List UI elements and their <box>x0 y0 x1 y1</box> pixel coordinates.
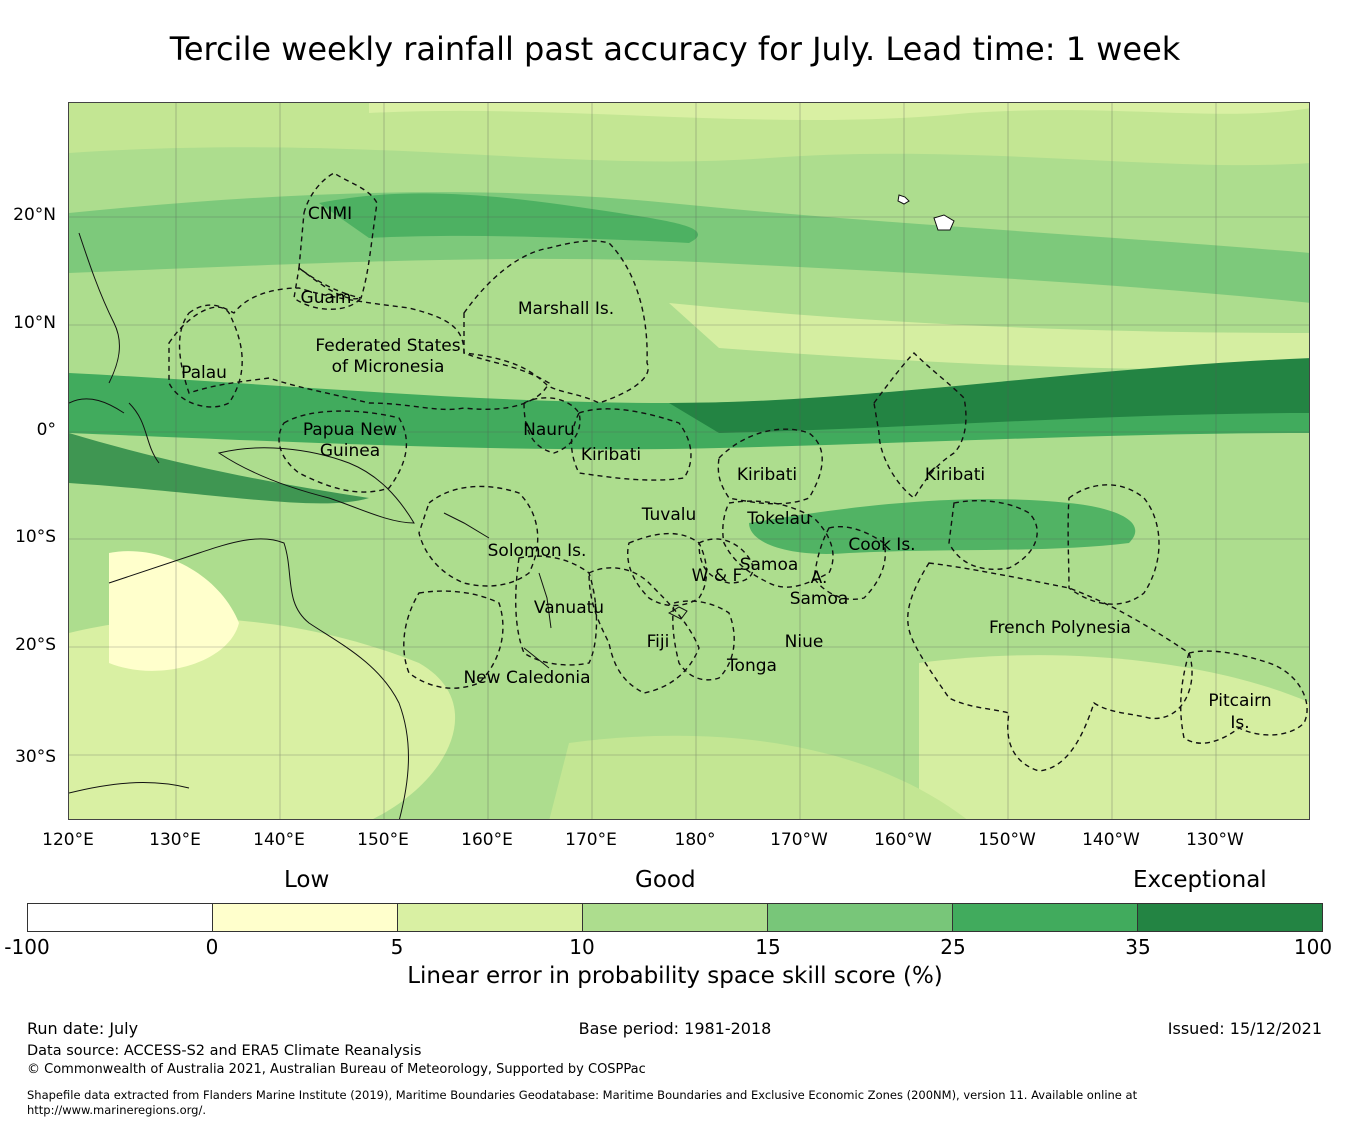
region-label-fsm-1: Federated States <box>315 336 460 356</box>
region-label-tokelau: Tokelau <box>746 509 811 529</box>
x-tick-label: 170°E <box>565 830 617 850</box>
region-label-kiribati-line: Kiribati <box>925 465 985 485</box>
data-source: Data source: ACCESS-S2 and ERA5 Climate … <box>27 1043 422 1059</box>
region-label-samoa: Samoa <box>740 555 799 575</box>
y-tick-label: 20°S <box>15 635 56 655</box>
region-label-vanuatu: Vanuatu <box>534 598 604 618</box>
legend-label-low: Low <box>284 867 330 893</box>
colorbar-tick-label: 5 <box>390 935 404 959</box>
region-label-fiji: Fiji <box>647 632 670 652</box>
region-label-new-caledonia: New Caledonia <box>463 668 590 688</box>
region-label-kiribati-gilbert: Kiribati <box>581 445 641 465</box>
x-tick-label: 130°E <box>149 830 201 850</box>
colorbar-tick-label: 10 <box>569 935 595 959</box>
region-label-cnmi: CNMI <box>308 204 352 224</box>
base-period: Base period: 1981-2018 <box>578 1019 772 1038</box>
skill-map: CNMI Guam Marshall Is. Federated States … <box>68 102 1310 820</box>
copyright: © Commonwealth of Australia 2021, Austra… <box>27 1062 646 1077</box>
legend-label-good: Good <box>635 867 696 893</box>
region-label-asamoa-2: Samoa <box>790 589 849 609</box>
colorbar-tick-label: 100 <box>1293 935 1333 959</box>
x-tick-label: 150°E <box>357 830 409 850</box>
region-label-niue: Niue <box>785 632 824 652</box>
region-label-tonga: Tonga <box>726 656 777 676</box>
region-label-pitcairn-1: Pitcairn <box>1208 691 1271 711</box>
region-label-asamoa-1: A. <box>811 568 828 588</box>
region-label-png-2: Guinea <box>320 441 380 461</box>
page-title: Tercile weekly rainfall past accuracy fo… <box>169 30 1181 68</box>
colorbar-segment <box>28 904 213 931</box>
y-tick-label: 30°S <box>15 747 56 767</box>
region-label-png-1: Papua New <box>303 420 397 440</box>
x-tick-label: 150°W <box>978 830 1036 850</box>
colorbar-tick-label: -100 <box>4 935 50 959</box>
colorbar-segment <box>398 904 583 931</box>
region-label-guam: Guam <box>301 288 352 308</box>
colorbar-segment <box>213 904 398 931</box>
region-label-fsm-2: of Micronesia <box>332 357 445 377</box>
region-label-nauru: Nauru <box>523 420 575 440</box>
colorbar-tick-label: 35 <box>1125 935 1151 959</box>
colorbar-segment <box>583 904 768 931</box>
legend-label-exceptional: Exceptional <box>1133 867 1267 893</box>
colorbar-segment <box>1138 904 1322 931</box>
x-tick-label: 140°W <box>1082 830 1140 850</box>
region-label-french-polynesia: French Polynesia <box>989 618 1131 638</box>
y-tick-label: 10°S <box>15 527 56 547</box>
colorbar-segment <box>768 904 953 931</box>
region-label-solomon: Solomon Is. <box>488 541 587 561</box>
y-tick-label: 0° <box>36 420 56 440</box>
x-tick-label: 170°W <box>770 830 828 850</box>
colorbar-tick-label: 15 <box>755 935 781 959</box>
shapefile-credit: Shapefile data extracted from Flanders M… <box>27 1088 1138 1102</box>
x-tick-label: 180° <box>674 830 716 850</box>
shapefile-url: http://www.marineregions.org/. <box>27 1103 206 1117</box>
x-tick-label: 160°E <box>461 830 513 850</box>
colorbar-segment <box>953 904 1138 931</box>
x-tick-label: 130°W <box>1186 830 1244 850</box>
region-label-marshall: Marshall Is. <box>518 299 614 319</box>
y-tick-label: 10°N <box>13 313 56 333</box>
skill-map-canvas: CNMI Guam Marshall Is. Federated States … <box>69 103 1309 819</box>
region-label-pitcairn-2: Is. <box>1230 713 1249 733</box>
region-label-kiribati-phoenix: Kiribati <box>737 465 797 485</box>
region-label-cook: Cook Is. <box>848 535 915 555</box>
colorbar <box>27 903 1323 932</box>
run-date: Run date: July <box>27 1019 139 1038</box>
region-label-palau: Palau <box>181 363 227 383</box>
x-tick-label: 120°E <box>42 830 94 850</box>
issued-date: Issued: 15/12/2021 <box>1167 1019 1322 1038</box>
colorbar-tick-label: 0 <box>205 935 219 959</box>
colorbar-tick-label: 25 <box>940 935 966 959</box>
region-label-tuvalu: Tuvalu <box>641 505 697 525</box>
region-label-wf: W & F <box>692 566 743 586</box>
x-tick-label: 140°E <box>253 830 305 850</box>
x-tick-label: 160°W <box>874 830 932 850</box>
colorbar-title: Linear error in probability space skill … <box>407 963 943 989</box>
y-tick-label: 20°N <box>13 205 56 225</box>
